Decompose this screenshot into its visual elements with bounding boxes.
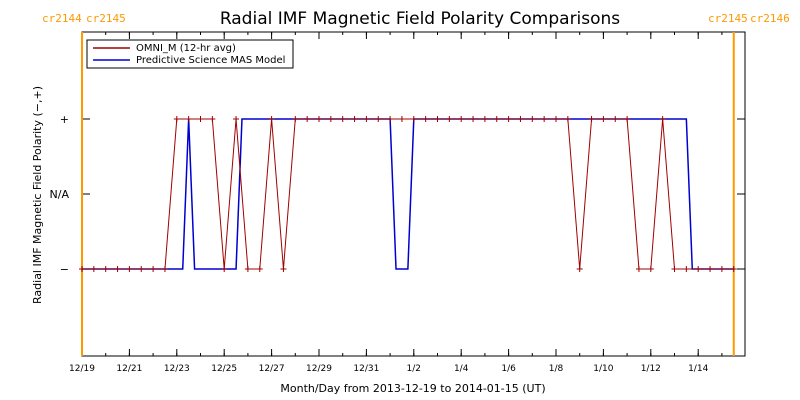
omni-data-point	[387, 116, 394, 122]
omni-data-point	[564, 116, 571, 122]
omni-data-point	[173, 116, 180, 122]
omni-data-point	[256, 266, 263, 272]
omni-data-point	[327, 116, 334, 122]
x-tick-label: 1/12	[641, 364, 661, 374]
omni-data-point	[576, 266, 583, 272]
omni-data-point	[339, 116, 346, 122]
omni-data-point	[659, 116, 666, 122]
omni-data-point	[671, 266, 678, 272]
omni-data-point	[588, 116, 595, 122]
legend-box	[86, 39, 294, 69]
omni-data-point	[730, 266, 737, 272]
omni-data-point	[268, 116, 275, 122]
omni-series-line	[82, 118, 734, 270]
omni-data-point	[114, 266, 121, 272]
omni-data-point	[244, 266, 251, 272]
omni-data-point	[541, 116, 548, 122]
omni-data-point	[126, 266, 133, 272]
omni-data-point	[553, 116, 559, 122]
omni-data-point	[150, 266, 157, 272]
y-tick-label: +	[60, 113, 69, 126]
x-tick-label: 12/23	[164, 364, 190, 374]
carrington-label-right-a: cr2145	[708, 12, 748, 25]
omni-data-point	[161, 266, 168, 272]
x-tick-label: 1/10	[593, 364, 613, 374]
omni-data-point	[363, 116, 370, 122]
y-tick-label: N/A	[50, 188, 70, 201]
omni-data-point	[635, 266, 642, 272]
omni-data-point	[90, 266, 97, 272]
x-tick-label: 12/19	[69, 364, 95, 374]
x-tick-label: 12/25	[211, 364, 237, 374]
omni-data-point	[529, 116, 536, 122]
omni-data-point	[138, 266, 145, 272]
omni-data-point	[517, 116, 524, 122]
omni-data-point	[209, 116, 216, 122]
omni-data-point	[185, 116, 192, 122]
omni-data-point	[718, 266, 725, 272]
plot-area: 12/19 12/21 12/23 12/25 12/27 12/29 12/31 1/2 1/…	[50, 31, 746, 374]
omni-data-point	[221, 266, 228, 272]
y-axis-label: Radial IMF Magnetic Field Polarity (−,+)	[31, 86, 44, 304]
x-tick-label: 1/14	[688, 364, 708, 374]
omni-data-point	[446, 116, 453, 122]
omni-data-point	[695, 266, 702, 272]
omni-data-point	[422, 116, 429, 122]
omni-data-point	[707, 266, 714, 272]
omni-data-point	[398, 116, 405, 122]
x-tick-label: 1/4	[454, 364, 469, 374]
x-tick-label: 1/8	[549, 364, 564, 374]
omni-data-point	[647, 266, 654, 272]
omni-data-point	[600, 116, 607, 122]
mas-series-line	[82, 118, 734, 270]
legend-label-mas: Predictive Science MAS Model	[136, 55, 285, 66]
omni-data-point	[683, 266, 690, 272]
omni-data-point	[624, 116, 631, 122]
plot-frame	[81, 31, 746, 357]
omni-data-point	[351, 116, 358, 122]
omni-data-point	[505, 116, 512, 122]
omni-data-point	[292, 116, 299, 122]
omni-data-point	[470, 116, 477, 122]
x-tick-label: 12/21	[116, 364, 142, 374]
omni-data-point	[493, 116, 500, 122]
omni-data-point	[197, 116, 204, 122]
legend: OMNI_M (12-hr avg) Predictive Science MA…	[86, 39, 294, 69]
x-tick-label: 1/6	[501, 364, 516, 374]
omni-data-point	[304, 116, 311, 122]
carrington-label-left-a: cr2144	[42, 12, 82, 25]
chart-title: Radial IMF Magnetic Field Polarity Compa…	[220, 9, 620, 29]
omni-data-point	[375, 116, 382, 122]
carrington-label-right-b: cr2146	[750, 12, 790, 25]
x-tick-label: 1/2	[407, 364, 421, 374]
legend-label-omni: OMNI_M (12-hr avg)	[136, 43, 236, 54]
omni-data-point	[280, 266, 287, 272]
x-axis-label: Month/Day from 2013-12-19 to 2014-01-15 …	[280, 382, 545, 395]
omni-data-point	[79, 266, 85, 272]
x-tick-label: 12/31	[353, 364, 379, 374]
y-tick-label: −	[60, 263, 69, 276]
omni-data-point	[481, 116, 488, 122]
omni-data-point	[410, 116, 417, 122]
x-tick-label: 12/29	[306, 364, 332, 374]
omni-data-point	[316, 116, 322, 122]
omni-data-point	[233, 116, 240, 122]
omni-data-point	[612, 116, 619, 122]
carrington-label-left-b: cr2145	[86, 12, 126, 25]
omni-data-point	[434, 116, 441, 122]
omni-data-point	[458, 116, 465, 122]
omni-data-point	[102, 266, 109, 272]
x-tick-label: 12/27	[259, 364, 285, 374]
